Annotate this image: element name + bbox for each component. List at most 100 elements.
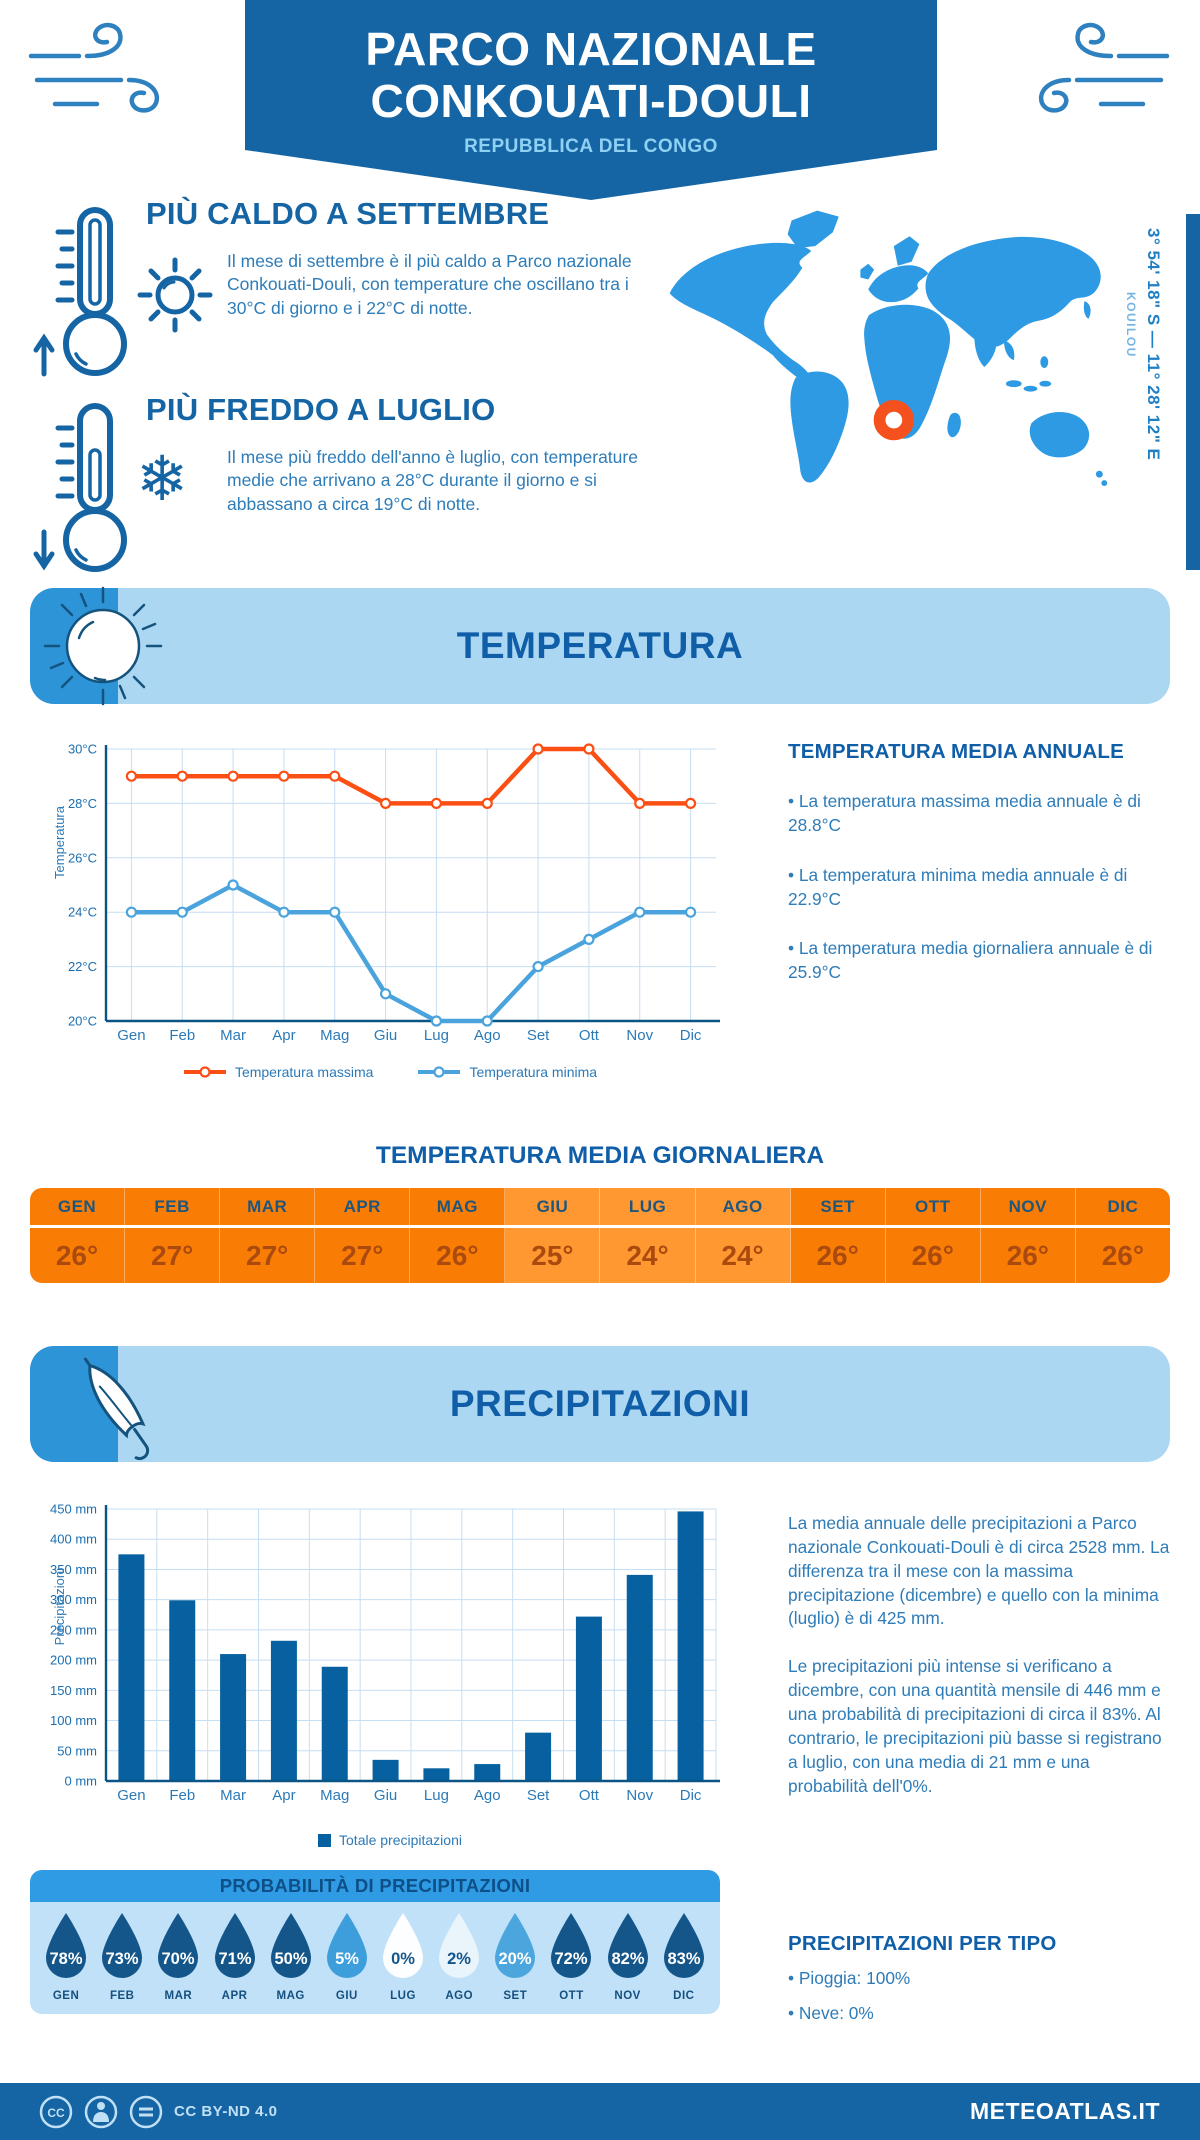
legend-line-swatch: [418, 1066, 461, 1078]
drop-icon: 72%: [551, 1913, 592, 1978]
svg-text:78%: 78%: [50, 1950, 83, 1968]
annual-max-bullet: • La temperatura massima media annuale è…: [788, 791, 1141, 835]
precipitation-paragraph-1: La media annuale delle precipitazioni a …: [788, 1513, 1170, 1629]
svg-text:Ago: Ago: [474, 1027, 501, 1044]
drop-icon: 70%: [158, 1913, 199, 1978]
temperature-section-title: TEMPERATURA: [456, 625, 744, 666]
site-name: METEOATLAS.IT: [969, 2098, 1160, 2124]
precipitation-probability-drops: 78% GEN 73% FEB 70% MAR 71% APR 50% MAG 5% GIU 0% LUG…: [30, 1902, 720, 2014]
probability-drop: 50% MAG: [265, 1911, 317, 2002]
svg-text:24°C: 24°C: [68, 905, 97, 920]
daily-value-cell: 27°: [125, 1228, 221, 1283]
svg-text:Mag: Mag: [320, 1027, 349, 1044]
attribution-icon: [84, 2095, 118, 2128]
data-point: [176, 906, 188, 918]
temperature-section-banner: TEMPERATURA: [30, 588, 1170, 704]
svg-text:Ott: Ott: [579, 1787, 600, 1804]
precipitation-chart-ylabel: Precipitazioni: [52, 1568, 67, 1646]
drop-month-label: GIU: [335, 1990, 358, 2002]
svg-text:Set: Set: [527, 1787, 550, 1804]
precipitation-text-block: La media annuale delle precipitazioni a …: [788, 1512, 1172, 1798]
drop-month-label: MAR: [164, 1990, 193, 2002]
drop-month-label: MAG: [276, 1990, 305, 2002]
svg-text:Ago: Ago: [474, 1787, 501, 1804]
page-title-line2: CONKOUATI-DOULI: [370, 74, 812, 127]
legend-item: Temperatura minima: [417, 1064, 597, 1080]
daily-month-cell: AGO: [695, 1188, 791, 1225]
daily-month-cell: OTT: [885, 1188, 981, 1225]
world-map: [669, 210, 1108, 486]
geo-region: KOUILOU: [1124, 292, 1138, 358]
probability-drop: 2% AGO: [433, 1911, 485, 2002]
coldest-month-block: PIÙ FREDDO A LUGLIO ❄ Il mese più freddo…: [30, 392, 655, 574]
svg-text:Set: Set: [527, 1027, 550, 1044]
daily-temperature-table: GEN FEB MAR APR MAG GIU LUG AGO SET OTT NOV DIC 26°…: [30, 1188, 1170, 1283]
svg-text:30°C: 30°C: [68, 742, 97, 757]
svg-text:Nov: Nov: [626, 1787, 653, 1804]
precipitation-bar: [525, 1732, 552, 1781]
precipitation-bar: [575, 1616, 602, 1781]
daily-value-cell: 26°: [30, 1228, 126, 1283]
daily-value-cell: 26°: [790, 1228, 886, 1283]
precipitation-bar: [270, 1640, 297, 1781]
coldest-text: Il mese più freddo dell'anno è luglio, c…: [227, 447, 638, 514]
precipitation-bar: [423, 1768, 450, 1781]
precipitation-bar: [169, 1600, 196, 1781]
precipitation-bar: [118, 1554, 145, 1781]
svg-text:50%: 50%: [274, 1950, 307, 1968]
daily-temperature-months-row: GEN FEB MAR APR MAG GIU LUG AGO SET OTT NOV DIC: [30, 1188, 1170, 1225]
data-point: [278, 906, 290, 918]
drop-icon: 2%: [439, 1913, 480, 1978]
svg-text:Apr: Apr: [272, 1027, 295, 1044]
precipitation-bar: [677, 1511, 704, 1781]
probability-drop: 72% OTT: [545, 1911, 597, 2002]
coldest-title: PIÙ FREDDO A LUGLIO: [146, 392, 496, 427]
drop-month-label: LUG: [390, 1990, 416, 2002]
svg-text:83%: 83%: [667, 1950, 700, 1968]
data-point: [227, 879, 239, 891]
probability-drop: 5% GIU: [321, 1911, 373, 2002]
data-point: [227, 770, 239, 782]
legend-square-swatch: [318, 1833, 332, 1847]
precipitation-bar-chart: 0 mm 50 mm 100 mm 150 mm 200 mm 250 mm 300 mm 3…: [50, 1502, 720, 1804]
legend-label: Totale precipitazioni: [339, 1832, 462, 1848]
daily-month-cell: APR: [315, 1188, 411, 1225]
drop-icon: 73%: [102, 1913, 143, 1978]
drop-icon: 82%: [607, 1913, 648, 1978]
wind-icon-right: [1038, 22, 1170, 113]
daily-value-cell: 26°: [1075, 1228, 1170, 1283]
svg-text:300 mm: 300 mm: [50, 1592, 97, 1607]
svg-text:Dic: Dic: [680, 1027, 702, 1044]
svg-text:26°C: 26°C: [68, 850, 97, 865]
daily-value-cell: 27°: [315, 1228, 411, 1283]
drop-month-label: AGO: [445, 1990, 474, 2002]
svg-text:Giu: Giu: [374, 1027, 397, 1044]
data-point: [329, 906, 341, 918]
probability-drop: 78% GEN: [40, 1911, 92, 2002]
svg-text:70%: 70%: [162, 1950, 195, 1968]
svg-text:Ott: Ott: [579, 1027, 600, 1044]
probability-drop: 83% DIC: [658, 1911, 710, 2002]
data-point: [634, 797, 646, 810]
svg-text:Feb: Feb: [169, 1027, 195, 1044]
svg-text:CC: CC: [47, 2106, 65, 2120]
data-point: [583, 743, 595, 755]
drop-month-label: SET: [503, 1990, 528, 2002]
precipitation-by-type-title: PRECIPITAZIONI PER TIPO: [788, 1932, 1057, 1955]
svg-text:5%: 5%: [335, 1950, 359, 1968]
svg-text:450 mm: 450 mm: [50, 1502, 97, 1517]
legend-item: Totale precipitazioni: [318, 1832, 462, 1848]
precipitation-bar: [321, 1666, 348, 1781]
wind-icon-left: [28, 22, 160, 113]
data-point: [583, 933, 595, 945]
drop-icon: 50%: [270, 1913, 311, 1978]
daily-month-cell: MAR: [220, 1188, 316, 1225]
precipitation-section-banner: PRECIPITAZIONI: [30, 1346, 1170, 1462]
svg-text:82%: 82%: [611, 1950, 644, 1968]
svg-text:350 mm: 350 mm: [50, 1562, 97, 1577]
sun-banner-icon: [43, 586, 163, 706]
probability-drop: 20% SET: [489, 1911, 541, 2002]
data-point: [481, 1015, 493, 1027]
precipitation-paragraph-2: Le precipitazioni più intense si verific…: [788, 1656, 1162, 1796]
sun-icon: [137, 257, 213, 333]
